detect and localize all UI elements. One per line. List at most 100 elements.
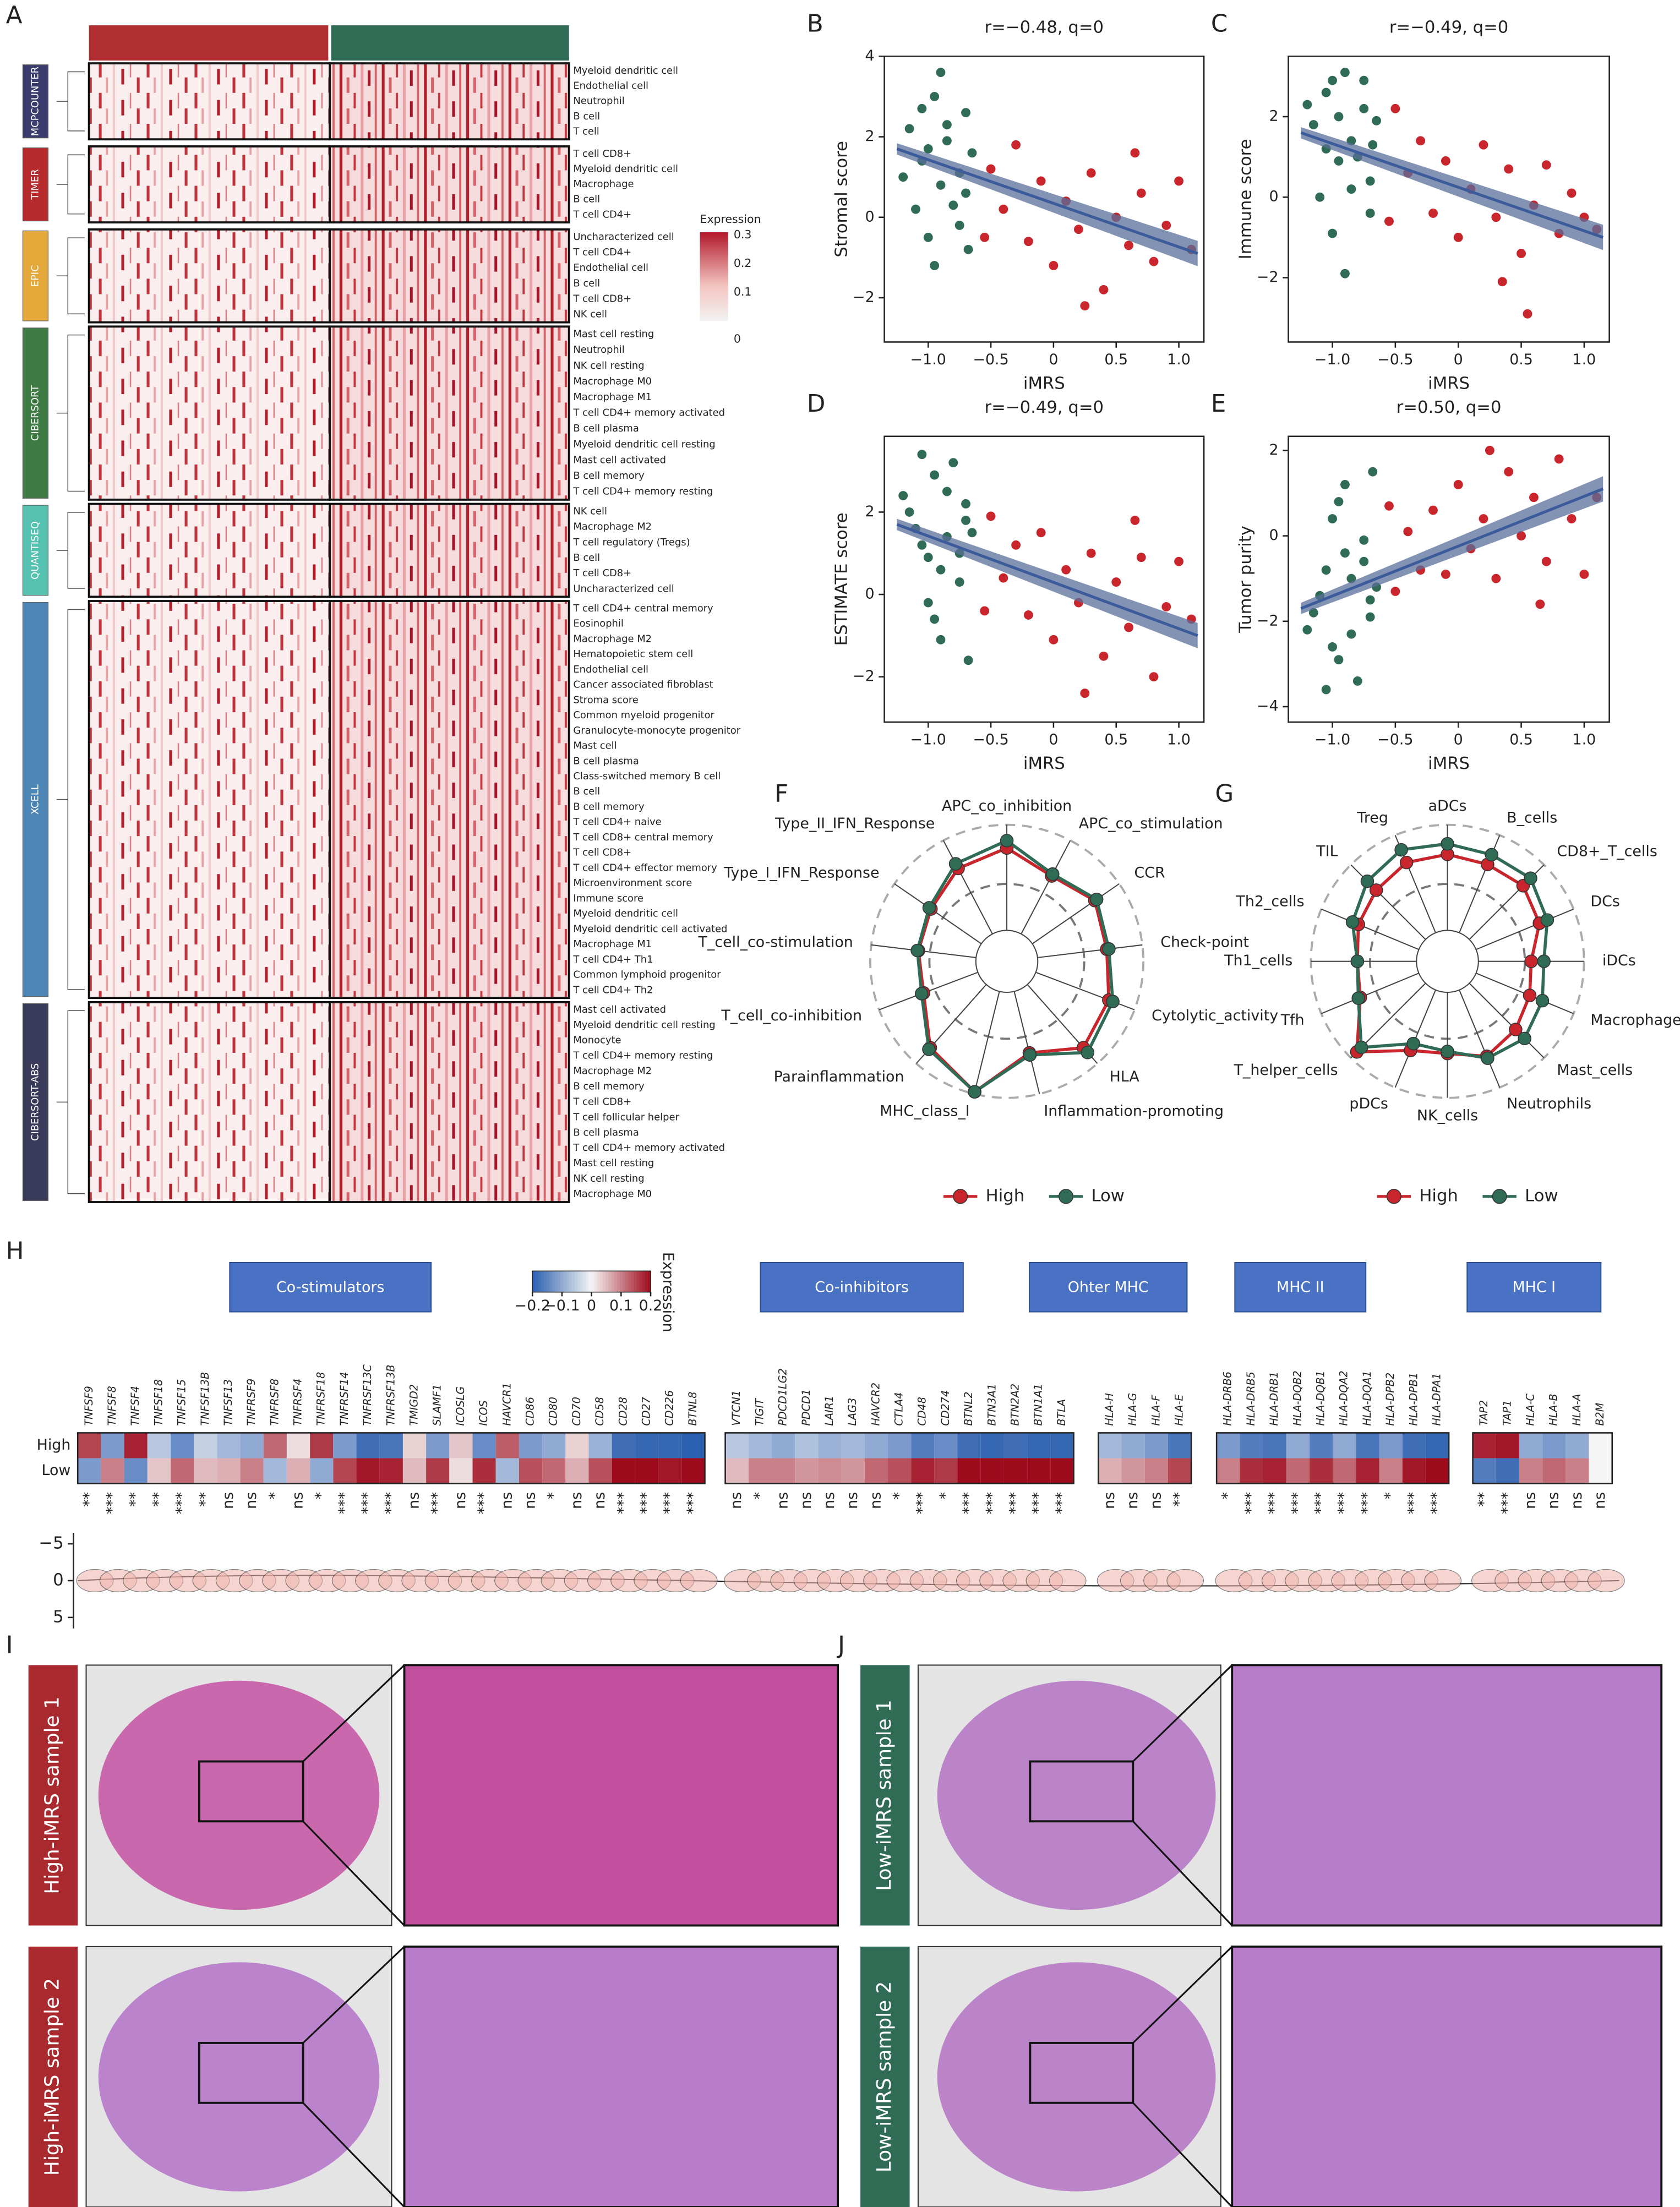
method-label: XCELL xyxy=(29,784,41,815)
row-label: Myeloid dendritic cell activated xyxy=(573,923,727,935)
point xyxy=(930,470,940,480)
point xyxy=(911,204,920,214)
heatmap-frame xyxy=(329,325,570,501)
point xyxy=(1328,642,1338,652)
panel-letter: J xyxy=(836,1632,845,1659)
colorbar-step xyxy=(636,1271,640,1292)
point xyxy=(1384,216,1394,226)
point xyxy=(1302,100,1312,110)
point xyxy=(1428,505,1438,515)
significance-label: ns xyxy=(406,1492,423,1509)
y-tick-label: −5 xyxy=(39,1534,63,1553)
heatmap-cell xyxy=(1589,1458,1612,1484)
point xyxy=(1124,622,1133,632)
violin-decor xyxy=(1587,1569,1625,1593)
radar-axis-label: Check-point xyxy=(1160,933,1249,950)
colorbar-step xyxy=(552,1271,555,1292)
point xyxy=(1334,156,1344,166)
gene-label: TNFSF9 xyxy=(83,1386,95,1425)
y-axis-label: Tumor purity xyxy=(1236,526,1255,633)
row-label: B cell memory xyxy=(573,1081,645,1092)
tissue xyxy=(937,1680,1216,1910)
point xyxy=(1049,261,1059,270)
point xyxy=(1130,515,1140,525)
colorbar-step xyxy=(647,1271,651,1292)
heatmap-block xyxy=(89,1002,330,1203)
y-tick-label: 2 xyxy=(865,128,875,145)
colorbar-step xyxy=(603,1271,606,1292)
heatmap-cell xyxy=(1240,1458,1263,1484)
row-label: Myeloid dendritic cell resting xyxy=(573,439,715,450)
zoom-connector xyxy=(1132,2102,1233,2207)
point xyxy=(1384,501,1394,511)
significance-label: *** xyxy=(1053,1492,1070,1514)
row-label: Uncharacterized cell xyxy=(573,583,674,594)
colorbar-step xyxy=(569,1271,572,1292)
radar-point xyxy=(968,1085,981,1099)
radar-axis-label: Th1_cells xyxy=(1224,952,1292,969)
radar-point xyxy=(1524,954,1538,968)
violin-decor xyxy=(1166,1569,1204,1593)
heatmap-cell xyxy=(1472,1458,1496,1484)
point xyxy=(930,614,940,624)
x-tick-label: −1.0 xyxy=(1314,351,1350,368)
heatmap-cell xyxy=(124,1433,148,1458)
point xyxy=(1517,531,1526,541)
significance-label: ns xyxy=(1101,1492,1118,1509)
heatmap-cell xyxy=(1240,1433,1263,1458)
heatmap-cell xyxy=(1333,1458,1356,1484)
significance-label: *** xyxy=(684,1492,701,1514)
row-label: T cell CD4+ xyxy=(572,209,631,220)
group-frame xyxy=(1098,1432,1192,1484)
heatmap-cell xyxy=(147,1458,171,1484)
point xyxy=(930,261,940,270)
row-label: Cancer associated fibroblast xyxy=(573,679,713,691)
heatmap-cell xyxy=(588,1458,612,1484)
colorbar-step xyxy=(597,1271,601,1292)
significance-label: ** xyxy=(1170,1492,1187,1507)
point xyxy=(1328,228,1338,238)
x-tick-label: 1.0 xyxy=(1573,731,1596,749)
point xyxy=(936,180,946,190)
row-label: Macrophage M1 xyxy=(573,938,652,950)
heatmap-cell xyxy=(286,1458,310,1484)
significance-label: ns xyxy=(867,1492,884,1509)
zoom-image xyxy=(1231,1664,1663,1927)
radar-point xyxy=(1406,1036,1420,1051)
point xyxy=(1334,497,1344,506)
gene-label: TNFRSF18 xyxy=(315,1372,328,1426)
significance-label: * xyxy=(751,1492,768,1499)
zoom-region xyxy=(1029,1760,1134,1823)
heatmap-cell xyxy=(565,1458,589,1484)
significance-label: *** xyxy=(1405,1492,1422,1514)
column-group-high xyxy=(89,25,329,61)
radar-point xyxy=(1399,855,1414,870)
row-label: Monocyte xyxy=(573,1035,621,1046)
heatmap-cell xyxy=(542,1458,566,1484)
radar-axis-label: Th2_cells xyxy=(1236,893,1305,910)
significance-label: ns xyxy=(774,1492,792,1509)
plot-frame xyxy=(1288,56,1610,343)
heatmap-cell xyxy=(887,1433,912,1458)
heatmap-cell xyxy=(1121,1433,1145,1458)
row-label: T cell CD4+ naive xyxy=(572,816,661,828)
significance-label: * xyxy=(545,1492,562,1499)
heatmap-cell xyxy=(658,1433,682,1458)
sample-bar xyxy=(860,1665,910,1926)
row-label: Myeloid dendritic cell resting xyxy=(573,1019,715,1031)
heatmap-block xyxy=(329,1002,569,1203)
group-box xyxy=(1234,1261,1367,1313)
radar-spoke xyxy=(1021,840,1071,935)
heatmap-cell xyxy=(841,1458,865,1484)
heatmap-cell xyxy=(771,1458,795,1484)
gene-label: CD226 xyxy=(663,1390,676,1426)
panel-letter: I xyxy=(6,1632,13,1659)
x-axis-label: iMRS xyxy=(1023,754,1065,773)
point xyxy=(1567,188,1577,198)
violin-decor xyxy=(680,1569,718,1593)
colorbar-step xyxy=(642,1271,646,1292)
gene-label: TNFSF4 xyxy=(129,1386,141,1425)
legend-marker xyxy=(953,1189,968,1204)
point xyxy=(1136,188,1146,198)
point xyxy=(1130,148,1140,158)
